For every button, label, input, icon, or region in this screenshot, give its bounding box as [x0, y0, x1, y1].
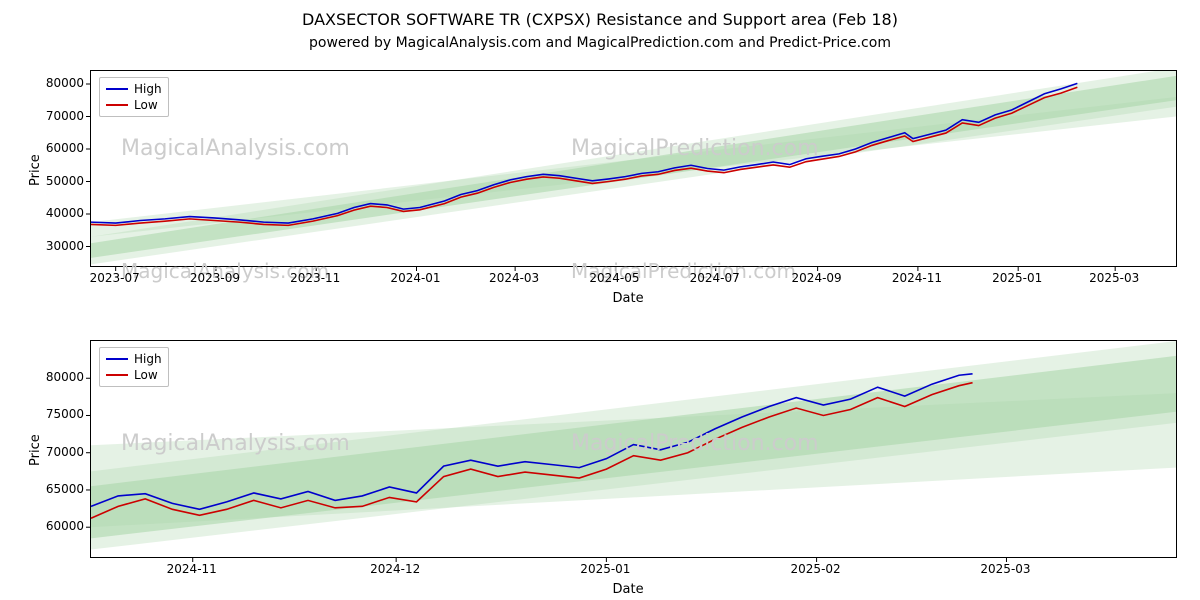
x-tick-label: 2024-11 [167, 562, 217, 576]
x-tick-label: 2025-02 [791, 562, 841, 576]
x-tick-label: 2024-01 [390, 271, 440, 285]
bottom-chart-svg [85, 341, 1176, 563]
x-tick-label: 2024-05 [589, 271, 639, 285]
legend-high-label: High [134, 352, 162, 366]
top-chart-xlabel: Date [613, 291, 644, 306]
legend-item-high: High [106, 81, 162, 97]
y-tick-label: 30000 [40, 239, 84, 253]
legend-item-low: Low [106, 97, 162, 113]
sub-title: powered by MagicalAnalysis.com and Magic… [0, 29, 1200, 51]
x-tick-label: 2025-01 [992, 271, 1042, 285]
y-tick-label: 60000 [40, 519, 84, 533]
top-chart-legend: High Low [99, 77, 169, 117]
y-tick-label: 40000 [40, 206, 84, 220]
y-tick-label: 80000 [40, 76, 84, 90]
y-tick-label: 75000 [40, 407, 84, 421]
y-tick-label: 65000 [40, 482, 84, 496]
legend-low-swatch [106, 374, 128, 376]
x-tick-label: 2024-07 [690, 271, 740, 285]
x-tick-label: 2023-11 [290, 271, 340, 285]
top-chart-svg [85, 71, 1176, 272]
bottom-chart: MagicalAnalysis.com MagicalPrediction.co… [90, 340, 1177, 558]
legend-item-low: Low [106, 367, 162, 383]
y-tick-label: 70000 [40, 109, 84, 123]
x-tick-label: 2025-03 [980, 562, 1030, 576]
figure-container: DAXSECTOR SOFTWARE TR (CXPSX) Resistance… [0, 0, 1200, 600]
legend-high-label: High [134, 82, 162, 96]
bottom-chart-legend: High Low [99, 347, 169, 387]
top-chart: MagicalAnalysis.com MagicalPrediction.co… [90, 70, 1177, 267]
y-tick-label: 70000 [40, 445, 84, 459]
y-tick-label: 80000 [40, 370, 84, 384]
x-tick-label: 2025-03 [1089, 271, 1139, 285]
x-tick-label: 2024-11 [892, 271, 942, 285]
x-tick-label: 2023-07 [90, 271, 140, 285]
legend-low-swatch [106, 104, 128, 106]
legend-low-label: Low [134, 368, 158, 382]
x-tick-label: 2024-03 [489, 271, 539, 285]
x-tick-label: 2024-12 [370, 562, 420, 576]
y-tick-label: 50000 [40, 174, 84, 188]
legend-low-label: Low [134, 98, 158, 112]
x-tick-label: 2025-01 [580, 562, 630, 576]
main-title: DAXSECTOR SOFTWARE TR (CXPSX) Resistance… [0, 0, 1200, 29]
x-tick-label: 2023-09 [190, 271, 240, 285]
x-tick-label: 2024-09 [792, 271, 842, 285]
legend-high-swatch [106, 88, 128, 90]
legend-high-swatch [106, 358, 128, 360]
bottom-chart-xlabel: Date [613, 582, 644, 597]
y-tick-label: 60000 [40, 141, 84, 155]
legend-item-high: High [106, 351, 162, 367]
